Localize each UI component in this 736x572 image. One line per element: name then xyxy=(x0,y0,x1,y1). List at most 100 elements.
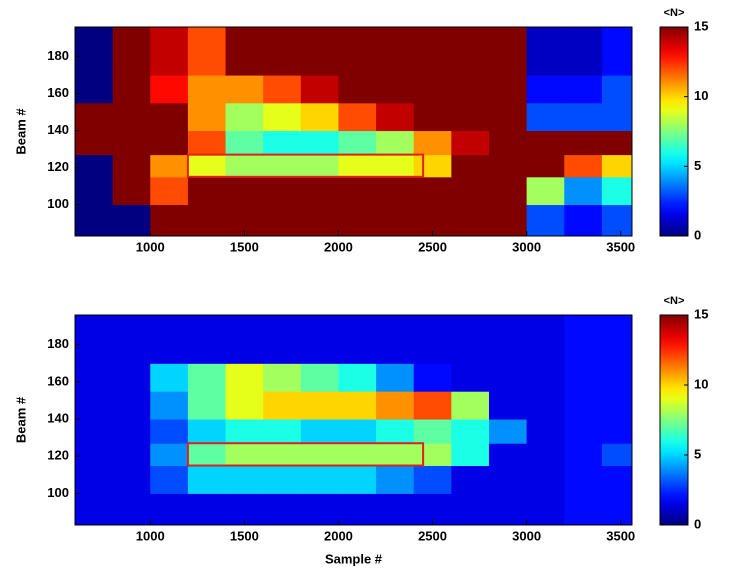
heat-cell xyxy=(300,204,339,237)
y-tick-label: 140 xyxy=(47,411,69,426)
heat-cell xyxy=(75,102,114,132)
y-tick-label: 100 xyxy=(47,485,69,500)
colorbar-tick-label: 0 xyxy=(694,227,701,242)
heat-cell xyxy=(526,315,565,364)
heat-cell xyxy=(488,465,528,494)
heat-cell xyxy=(451,27,490,76)
heat-cell xyxy=(187,419,227,444)
heat-cell xyxy=(263,363,302,392)
colorbar-tick-label: 15 xyxy=(694,18,708,33)
heat-cell xyxy=(75,315,114,364)
heat-cell xyxy=(112,176,151,206)
colorbar-label: <N> xyxy=(664,7,685,19)
heat-cell xyxy=(564,391,603,420)
heat-cell xyxy=(601,363,633,392)
heat-cell xyxy=(526,102,565,132)
heat-cell xyxy=(376,419,415,444)
heat-cell xyxy=(564,75,603,104)
heat-cell xyxy=(150,130,189,156)
heat-cell xyxy=(225,176,264,206)
heat-cell xyxy=(150,315,189,364)
heat-cell xyxy=(263,27,302,76)
heat-cell xyxy=(75,204,114,237)
y-tick-label: 180 xyxy=(47,48,69,63)
heat-cell xyxy=(187,493,227,526)
x-tick-label: 3000 xyxy=(512,528,541,543)
heat-cell xyxy=(564,465,603,494)
heat-cell xyxy=(263,465,302,494)
heat-cell xyxy=(488,363,528,392)
heat-cell xyxy=(488,102,528,132)
heat-cell xyxy=(75,391,114,420)
heat-cell xyxy=(225,315,264,364)
heat-cell xyxy=(225,465,264,494)
heat-cell xyxy=(75,443,114,467)
heat-cell xyxy=(451,204,490,237)
heat-cell xyxy=(413,465,452,494)
x-tick-label: 3500 xyxy=(606,528,635,543)
heat-cell xyxy=(300,27,339,76)
heat-cell xyxy=(187,75,227,104)
heat-cell xyxy=(263,419,302,444)
heat-cell xyxy=(376,154,415,178)
heat-cell xyxy=(526,363,565,392)
heat-cell xyxy=(150,419,189,444)
heat-cell xyxy=(225,154,264,178)
heat-cell xyxy=(225,27,264,76)
heat-cell xyxy=(338,176,377,206)
heat-cell xyxy=(564,493,603,526)
heat-cell xyxy=(413,130,452,156)
heat-cell xyxy=(112,130,151,156)
heat-cell xyxy=(564,315,603,364)
heat-cell xyxy=(263,102,302,132)
heat-cell xyxy=(225,75,264,104)
heat-cell xyxy=(338,75,377,104)
heat-cell xyxy=(564,176,603,206)
heat-cell xyxy=(451,363,490,392)
heat-cell xyxy=(601,154,633,178)
heat-cell xyxy=(488,75,528,104)
heat-cell xyxy=(338,315,377,364)
heat-cell xyxy=(413,154,452,178)
heat-cell xyxy=(451,443,490,467)
heat-cell xyxy=(300,315,339,364)
colorbar-tick-label: 10 xyxy=(694,376,708,391)
heat-cell xyxy=(225,443,264,467)
highlight-box xyxy=(186,153,425,178)
heat-cell xyxy=(601,419,633,444)
heat-cell xyxy=(526,154,565,178)
heat-cell xyxy=(112,419,151,444)
heat-cell xyxy=(376,493,415,526)
x-tick-label: 2000 xyxy=(324,528,353,543)
heat-cell xyxy=(263,391,302,420)
heat-cell xyxy=(413,27,452,76)
x-tick-label: 1500 xyxy=(230,239,259,254)
heat-cell xyxy=(150,27,189,76)
heat-cell xyxy=(338,465,377,494)
heat-cell xyxy=(451,493,490,526)
heat-cell xyxy=(112,27,151,76)
heat-cell xyxy=(451,419,490,444)
heat-cell xyxy=(488,130,528,156)
heat-cell xyxy=(526,204,565,237)
heat-cell xyxy=(338,493,377,526)
heat-cell xyxy=(150,443,189,467)
heat-cell xyxy=(413,363,452,392)
heat-cell xyxy=(112,75,151,104)
heat-cell xyxy=(112,102,151,132)
heat-cell xyxy=(150,493,189,526)
heat-cell xyxy=(187,27,227,76)
heat-cell xyxy=(75,27,114,76)
heat-cell xyxy=(451,102,490,132)
x-tick-label: 1000 xyxy=(136,528,165,543)
heat-cell xyxy=(112,465,151,494)
heat-cell xyxy=(413,315,452,364)
heat-cell xyxy=(300,493,339,526)
heat-cell xyxy=(263,176,302,206)
plot-frame xyxy=(74,314,633,526)
y-tick-label: 180 xyxy=(47,336,69,351)
heat-cell xyxy=(187,391,227,420)
heat-cell xyxy=(187,154,227,178)
heat-cell xyxy=(526,176,565,206)
